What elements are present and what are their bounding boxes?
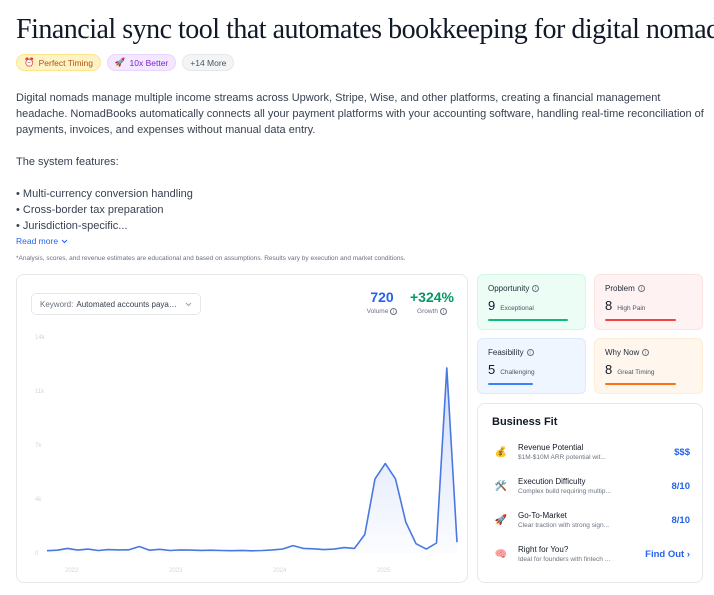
brain-icon: 🧠 (494, 548, 508, 560)
score-sub: Great Timing (617, 369, 655, 376)
fit-row-go-to-market[interactable]: 🚀 Go-To-Market Clear traction with strong… (492, 506, 690, 534)
growth-value: +324% (410, 289, 454, 305)
fit-label: Execution Difficulty (518, 477, 586, 486)
badge-perfect-timing[interactable]: ⏰ Perfect Timing (16, 54, 101, 71)
score-sub: Exceptional (500, 305, 534, 312)
business-fit-card: Business Fit 💰 Revenue Potential $1M-$10M… (477, 403, 703, 583)
feature-bullet: • Cross-border tax preparation (16, 204, 164, 216)
read-more-label: Read more (16, 236, 59, 246)
info-icon[interactable]: i (532, 285, 540, 292)
keyword-value: Automated accounts payable software (76, 299, 181, 309)
score-card-opportunity[interactable]: Opportunity i 9 Exceptional (477, 274, 586, 330)
feature-bullet: • Multi-currency conversion handling (16, 188, 193, 200)
fit-desc: Complex build requiring multip... (518, 488, 611, 495)
score-card-problem[interactable]: Problem i 8 High Pain (594, 274, 703, 330)
score-card-why-now[interactable]: Why Now i 8 Great Timing (594, 338, 703, 394)
description-paragraph: Digital nomads manage multiple income st… (16, 92, 704, 136)
fit-value: 8/10 (671, 514, 691, 526)
score-value: 5 (488, 362, 496, 377)
alarm-clock-icon: ⏰ (24, 57, 35, 67)
volume-label: Volume (366, 308, 389, 315)
chevron-down-icon (185, 302, 192, 306)
trend-chart-card: Keyword: Automated accounts payable soft… (16, 274, 468, 583)
fit-value: $$$ (674, 446, 690, 458)
business-fit-title: Business Fit (492, 416, 558, 428)
x-tick-label: 2022 (65, 568, 79, 574)
score-bar (605, 383, 676, 385)
read-more-link[interactable]: Read more (16, 236, 68, 246)
rocket-icon: 🚀 (114, 57, 126, 67)
fit-desc: Ideal for founders with fintech ... (518, 556, 611, 563)
money-bag-icon: 💰 (494, 446, 508, 458)
score-value: 9 (488, 298, 496, 313)
score-card-feasibility[interactable]: Feasibility i 5 Challenging (477, 338, 586, 394)
score-sub: High Pain (617, 305, 646, 312)
page-title: Financial sync tool that automates bookk… (16, 14, 714, 45)
fit-label: Right for You? (518, 545, 569, 554)
badge-10x-better[interactable]: 🚀 10x Better (106, 54, 177, 71)
y-tick-label: 4k (35, 497, 42, 503)
badge-label: +14 More (190, 57, 227, 68)
find-out-link[interactable]: Find Out › (645, 548, 690, 560)
score-bar (488, 383, 533, 385)
y-tick-label: 11k (35, 389, 45, 395)
volume-value: 720 (370, 289, 394, 305)
score-value: 8 (605, 298, 613, 313)
y-tick-label: 0 (35, 551, 39, 557)
growth-stat: +324% Growth i (407, 289, 457, 315)
score-value: 8 (605, 362, 613, 377)
volume-stat: 720 Volume i (357, 289, 407, 315)
score-sub: Challenging (500, 369, 535, 376)
fit-value: 8/10 (671, 480, 691, 492)
keyword-label: Keyword: (40, 299, 74, 309)
fit-label: Go-To-Market (518, 511, 567, 520)
feature-bullet: • Jurisdiction-specific... (16, 220, 128, 232)
info-icon[interactable]: i (390, 308, 398, 315)
fit-row-execution-difficulty[interactable]: 🛠️ Execution Difficulty Complex build req… (492, 472, 690, 500)
y-tick-label: 14k (35, 335, 46, 341)
badge-more[interactable]: +14 More (182, 54, 235, 71)
info-icon[interactable]: i (439, 308, 447, 315)
x-tick-label: 2025 (377, 568, 391, 574)
growth-label: Growth (417, 308, 438, 315)
tools-icon: 🛠️ (494, 480, 508, 492)
info-icon[interactable]: i (637, 285, 645, 292)
chart-line (46, 367, 458, 552)
description: Digital nomads manage multiple income st… (16, 90, 706, 234)
description-paragraph: The system features: (16, 156, 119, 168)
badge-label: Perfect Timing (38, 57, 93, 68)
info-icon[interactable]: i (526, 349, 534, 356)
disclaimer: *Analysis, scores, and revenue estimates… (16, 255, 406, 262)
fit-desc: $1M-$10M ARR potential wit... (518, 454, 606, 461)
chart-area (47, 367, 457, 553)
score-bar (488, 319, 568, 321)
score-title: Why Now (605, 348, 640, 357)
x-tick-label: 2023 (169, 568, 183, 574)
search-volume-chart: 0 4k 7k 11k 14k 2022 2023 2024 2025 (35, 335, 458, 574)
fit-desc: Clear traction with strong sign... (518, 522, 610, 529)
info-icon[interactable]: i (642, 349, 650, 356)
x-tick-label: 2024 (273, 568, 287, 574)
score-title: Feasibility (488, 348, 524, 357)
fit-label: Revenue Potential (518, 443, 584, 452)
fit-row-right-for-you[interactable]: 🧠 Right for You? Ideal for founders with … (492, 540, 690, 568)
score-title: Opportunity (488, 284, 530, 293)
fit-row-revenue-potential[interactable]: 💰 Revenue Potential $1M-$10M ARR potentia… (492, 438, 690, 466)
keyword-select[interactable]: Keyword: Automated accounts payable soft… (31, 293, 201, 315)
y-tick-label: 7k (35, 443, 42, 449)
badge-list: ⏰ Perfect Timing 🚀 10x Better +14 More (16, 54, 235, 71)
score-title: Problem (605, 284, 635, 293)
score-bar (605, 319, 676, 321)
rocket-icon: 🚀 (494, 514, 508, 526)
chevron-down-icon (61, 239, 68, 243)
badge-label: 10x Better (129, 57, 169, 68)
